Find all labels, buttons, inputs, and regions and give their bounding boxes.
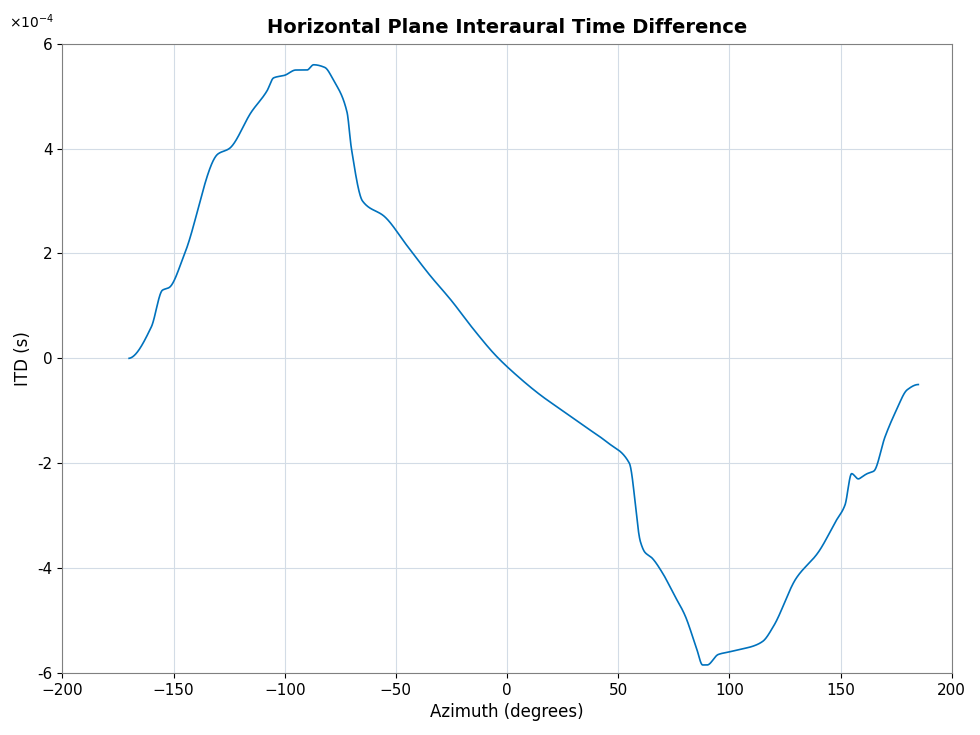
X-axis label: Azimuth (degrees): Azimuth (degrees) xyxy=(430,703,584,721)
Y-axis label: ITD (s): ITD (s) xyxy=(14,331,32,386)
Title: Horizontal Plane Interaural Time Difference: Horizontal Plane Interaural Time Differe… xyxy=(267,18,747,37)
Text: $\times10^{-4}$: $\times10^{-4}$ xyxy=(9,12,54,31)
